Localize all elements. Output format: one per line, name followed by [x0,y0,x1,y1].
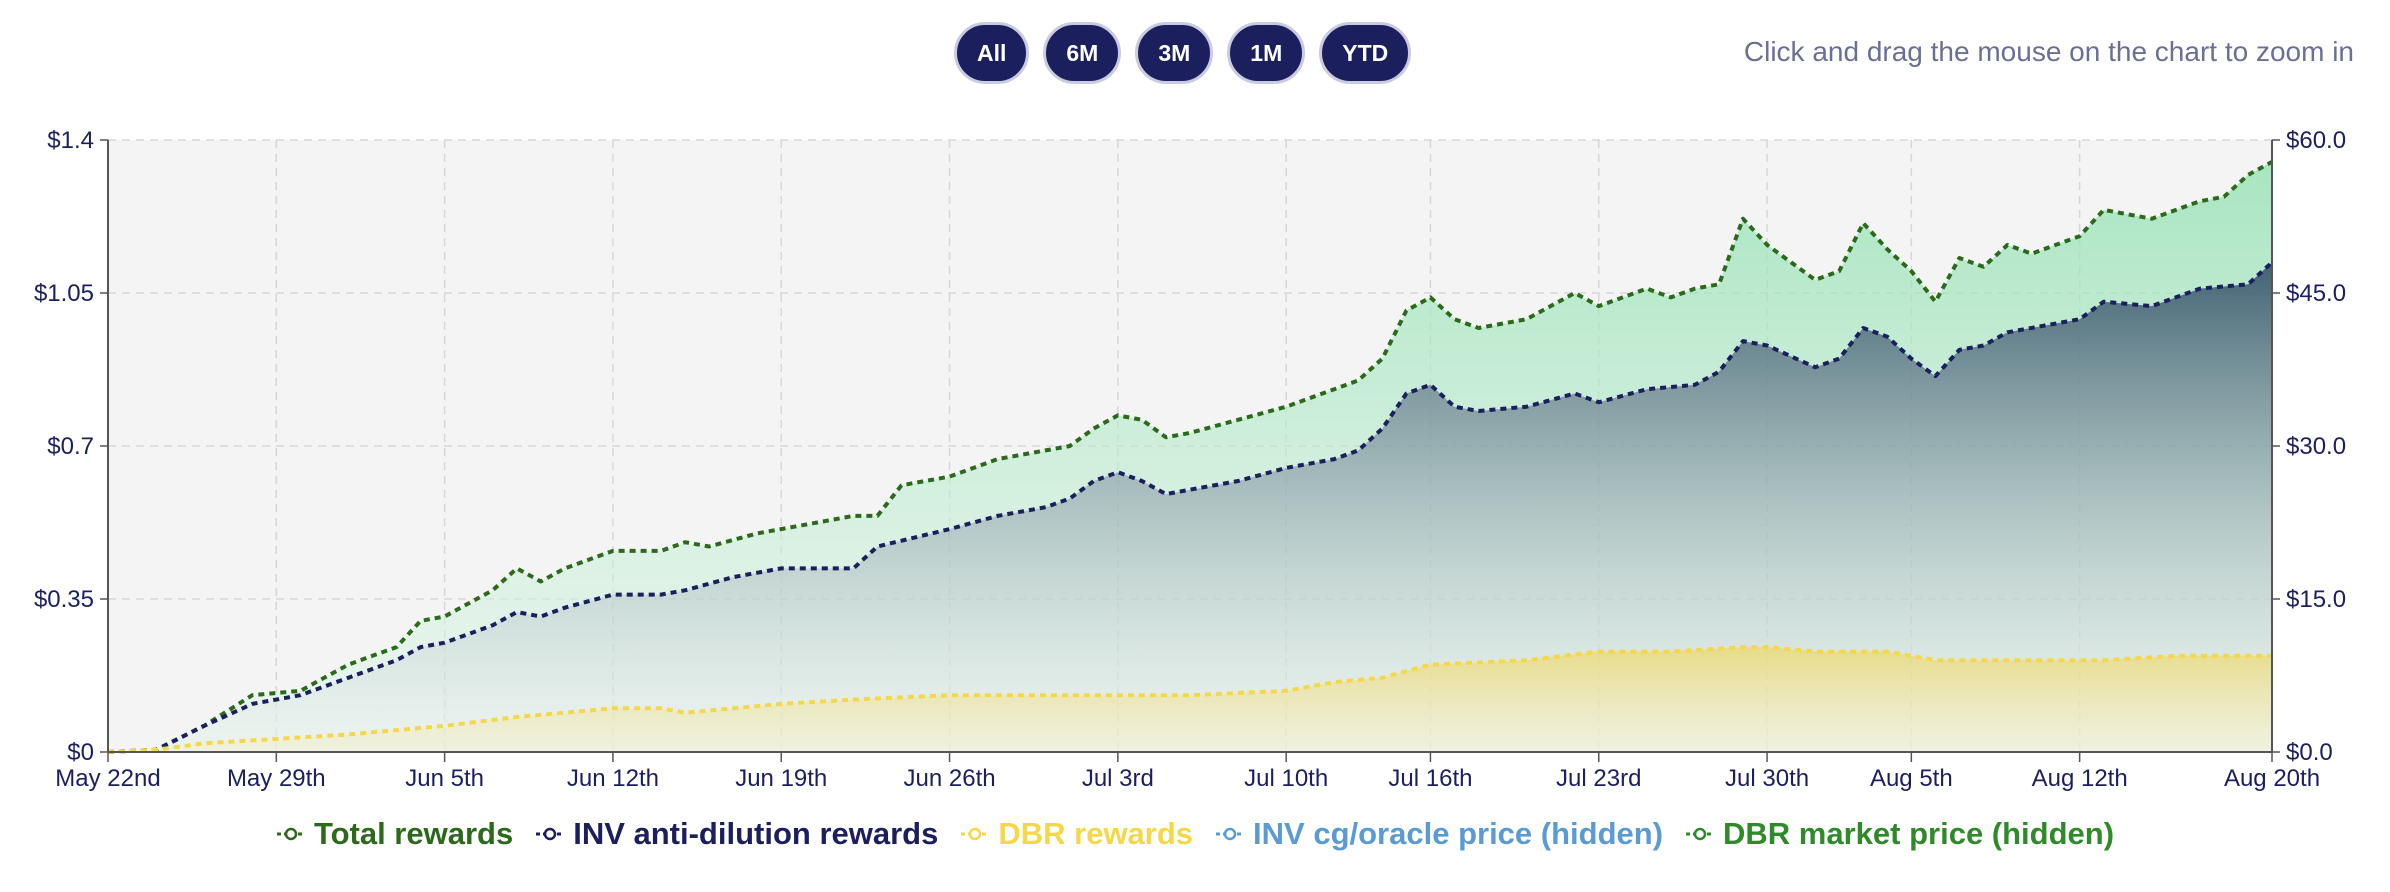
x-tick-label: Jul 3rd [1082,765,1154,792]
range-button-6m[interactable]: 6M [1043,22,1122,84]
tick-labels: $0 $0.35 $0.7 $1.05 $1.4 $0.0 $15.0 $30.0 $45.0 $… [34,127,2346,792]
legend: Total rewards INV anti-dilution rewards … [0,816,2390,852]
legend-item-inv-anti-dilution[interactable]: INV anti-dilution rewards [535,816,938,852]
x-tick-label: Jun 5th [405,765,484,792]
x-tick-label: Jun 26th [904,765,996,792]
legend-item-inv-oracle-price[interactable]: INV cg/oracle price (hidden) [1215,816,1663,852]
y-right-tick-label: $0.0 [2286,739,2333,766]
rewards-chart[interactable]: $0 $0.35 $0.7 $1.05 $1.4 $0.0 $15.0 $30.0 $45.0 $… [0,0,2390,810]
area-inv-anti-dilution-rewards [108,262,2272,752]
axes [100,139,2280,762]
x-tick-label: May 22nd [55,765,160,792]
range-button-1m[interactable]: 1M [1227,22,1306,84]
line-inv-anti-dilution-rewards[interactable] [107,260,2274,754]
x-tick-label: Jul 16th [1388,765,1472,792]
y-right-tick-label: $30.0 [2286,433,2346,460]
y-left-tick-label: $0.35 [34,586,94,613]
x-tick-label: Jun 19th [735,765,827,792]
x-tick-label: Jun 12th [567,765,659,792]
legend-label: Total rewards [313,816,514,851]
legend-label: INV cg/oracle price (hidden) [1253,816,1664,851]
x-tick-label: Aug 5th [1870,765,1953,792]
series-lines [107,160,2274,754]
legend-label: INV anti-dilution rewards [573,816,939,851]
x-tick-label: Jul 10th [1244,765,1328,792]
x-tick-label: Jul 23rd [1556,765,1641,792]
legend-line-icon [536,827,565,841]
legend-label: DBR rewards [998,816,1194,851]
y-right-tick-label: $15.0 [2286,586,2346,613]
x-tick-label: Jul 30th [1725,765,1809,792]
legend-line-icon [1686,827,1715,841]
range-selector: All 6M 3M 1M YTD [954,22,1412,84]
y-left-tick-label: $1.4 [47,127,94,154]
legend-line-icon [276,827,305,841]
y-left-tick-label: $1.05 [34,280,94,307]
y-right-tick-label: $45.0 [2286,280,2346,307]
x-tick-label: May 29th [227,765,326,792]
line-dbr-rewards[interactable] [107,645,2272,754]
y-left-tick-label: $0.7 [47,433,94,460]
legend-item-dbr-rewards[interactable]: DBR rewards [960,816,1193,852]
range-button-3m[interactable]: 3M [1135,22,1214,84]
area-dbr-rewards [108,647,2272,752]
range-button-all[interactable]: All [954,22,1030,84]
zoom-hint: Click and drag the mouse on the chart to… [1743,36,2354,67]
legend-label: DBR market price (hidden) [1723,816,2115,851]
series-areas [108,161,2272,752]
legend-line-icon [1216,827,1245,841]
legend-item-total-rewards[interactable]: Total rewards [276,816,513,852]
x-tick-label: Aug 12th [2032,765,2128,792]
legend-item-dbr-market-price[interactable]: DBR market price (hidden) [1685,816,2114,852]
x-tick-label: Aug 20th [2224,765,2320,792]
y-right-tick-label: $60.0 [2286,127,2346,154]
y-left-tick-label: $0 [67,739,94,766]
legend-line-icon [961,827,990,841]
range-button-ytd[interactable]: YTD [1319,22,1412,84]
